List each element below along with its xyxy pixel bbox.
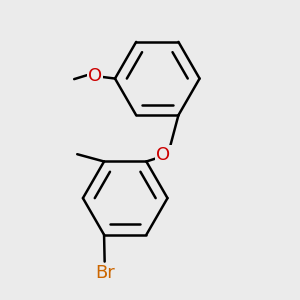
Text: O: O — [88, 67, 102, 85]
Text: O: O — [156, 146, 170, 164]
Text: Br: Br — [95, 264, 115, 282]
